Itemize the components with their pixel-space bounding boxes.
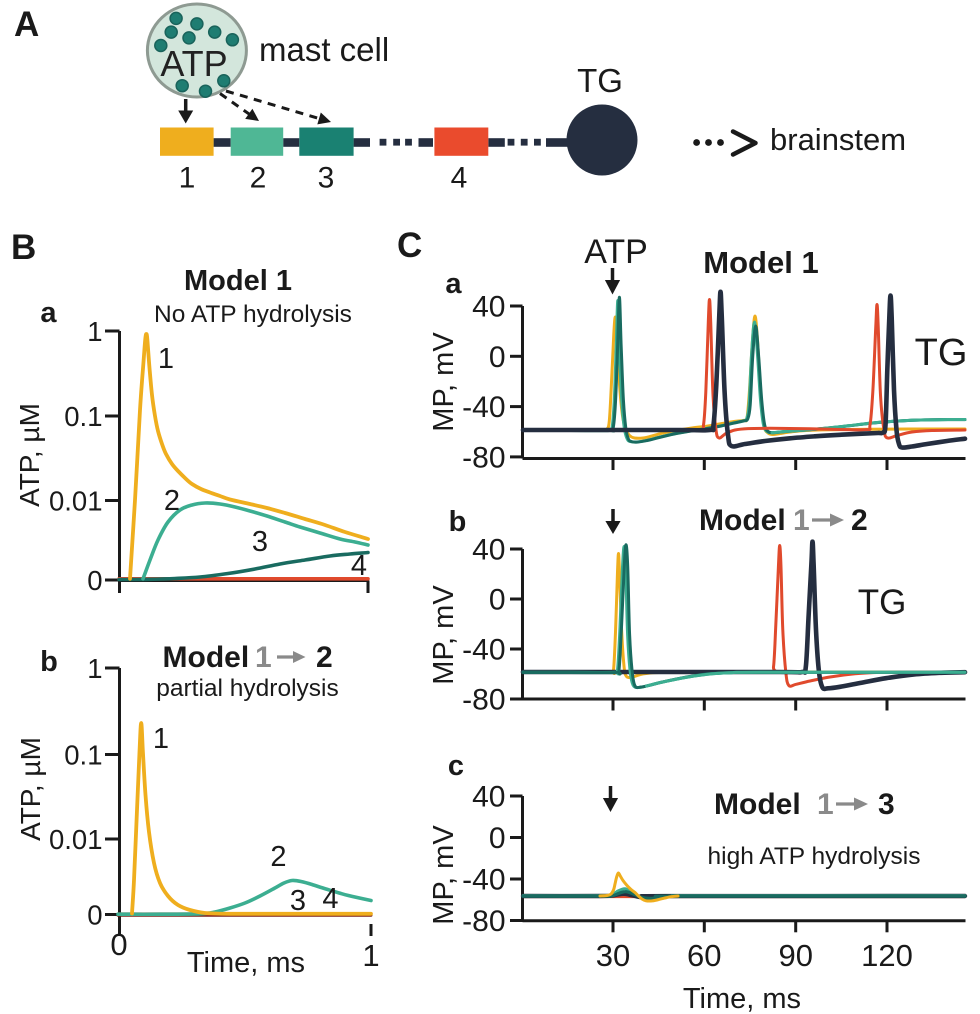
svg-text:ATP: ATP: [160, 43, 227, 84]
svg-text:Model: Model: [699, 504, 786, 537]
svg-text:Model: Model: [714, 788, 801, 821]
svg-text:-40: -40: [462, 864, 505, 897]
svg-text:1: 1: [158, 343, 174, 375]
svg-text:Time, ms: Time, ms: [187, 947, 305, 979]
svg-text:4: 4: [451, 162, 468, 195]
svg-text:1: 1: [179, 162, 196, 195]
svg-text:0: 0: [87, 900, 102, 931]
svg-text:1: 1: [817, 788, 834, 821]
svg-text:TG: TG: [915, 332, 968, 374]
svg-text:0: 0: [110, 927, 127, 962]
svg-text:ATP, µM: ATP, µM: [14, 403, 45, 507]
svg-text:1: 1: [153, 723, 169, 755]
svg-text:30: 30: [596, 938, 630, 973]
svg-text:0.1: 0.1: [64, 401, 102, 432]
svg-text:ATP: ATP: [584, 233, 648, 271]
svg-text:TG: TG: [858, 583, 907, 622]
svg-text:MP, mV: MP, mV: [428, 825, 460, 925]
svg-text:0: 0: [489, 341, 506, 374]
svg-text:2: 2: [250, 162, 267, 195]
svg-text:B: B: [11, 228, 36, 267]
svg-text:0.01: 0.01: [49, 824, 103, 855]
svg-text:ATP, µM: ATP, µM: [15, 737, 46, 841]
svg-text:0: 0: [489, 822, 506, 855]
svg-text:60: 60: [687, 938, 721, 973]
svg-text:mast cell: mast cell: [259, 31, 389, 68]
svg-text:high ATP hydrolysis: high ATP hydrolysis: [708, 843, 921, 870]
svg-text:No ATP hydrolysis: No ATP hydrolysis: [154, 301, 352, 328]
svg-text:4: 4: [351, 550, 367, 582]
svg-text:1: 1: [255, 641, 272, 674]
svg-text:Time, ms: Time, ms: [683, 983, 801, 1014]
svg-text:b: b: [40, 646, 58, 678]
svg-text:a: a: [445, 268, 462, 300]
svg-text:Model: Model: [163, 641, 250, 674]
svg-text:MP, mV: MP, mV: [428, 585, 460, 685]
svg-text:partial hydrolysis: partial hydrolysis: [156, 675, 338, 702]
svg-text:3: 3: [290, 885, 306, 917]
svg-text:2: 2: [164, 485, 180, 517]
svg-text:-40: -40: [462, 634, 505, 667]
svg-text:40: 40: [472, 534, 505, 567]
svg-text:-80: -80: [462, 684, 505, 717]
svg-text:b: b: [449, 506, 467, 538]
svg-text:-40: -40: [462, 391, 505, 424]
svg-text:1: 1: [87, 653, 102, 684]
svg-text:-80: -80: [462, 905, 505, 938]
svg-text:2: 2: [316, 641, 333, 674]
svg-text:0: 0: [87, 565, 102, 596]
svg-text:Model 1: Model 1: [703, 245, 818, 280]
svg-text:0: 0: [489, 584, 506, 617]
svg-text:90: 90: [778, 938, 812, 973]
svg-text:3: 3: [878, 788, 895, 821]
svg-text:0.1: 0.1: [64, 740, 102, 771]
svg-text:-80: -80: [462, 441, 505, 474]
svg-text:40: 40: [472, 291, 505, 324]
svg-text:3: 3: [252, 526, 268, 558]
svg-text:3: 3: [318, 162, 335, 195]
svg-text:120: 120: [861, 938, 913, 973]
svg-text:TG: TG: [577, 62, 623, 99]
svg-text:Model 1: Model 1: [184, 265, 292, 297]
svg-text:brainstem: brainstem: [770, 122, 906, 157]
svg-text:1: 1: [793, 504, 810, 537]
svg-text:MP, mV: MP, mV: [428, 332, 460, 432]
svg-text:2: 2: [270, 841, 286, 873]
svg-text:c: c: [448, 750, 464, 782]
svg-text:40: 40: [472, 781, 505, 814]
svg-text:1: 1: [87, 316, 102, 347]
svg-text:1: 1: [362, 938, 379, 973]
svg-text:C: C: [397, 226, 422, 265]
svg-text:0.01: 0.01: [49, 486, 103, 517]
svg-text:4: 4: [322, 883, 338, 915]
svg-text:A: A: [14, 5, 39, 44]
svg-text:2: 2: [851, 504, 868, 537]
svg-text:a: a: [40, 297, 57, 329]
